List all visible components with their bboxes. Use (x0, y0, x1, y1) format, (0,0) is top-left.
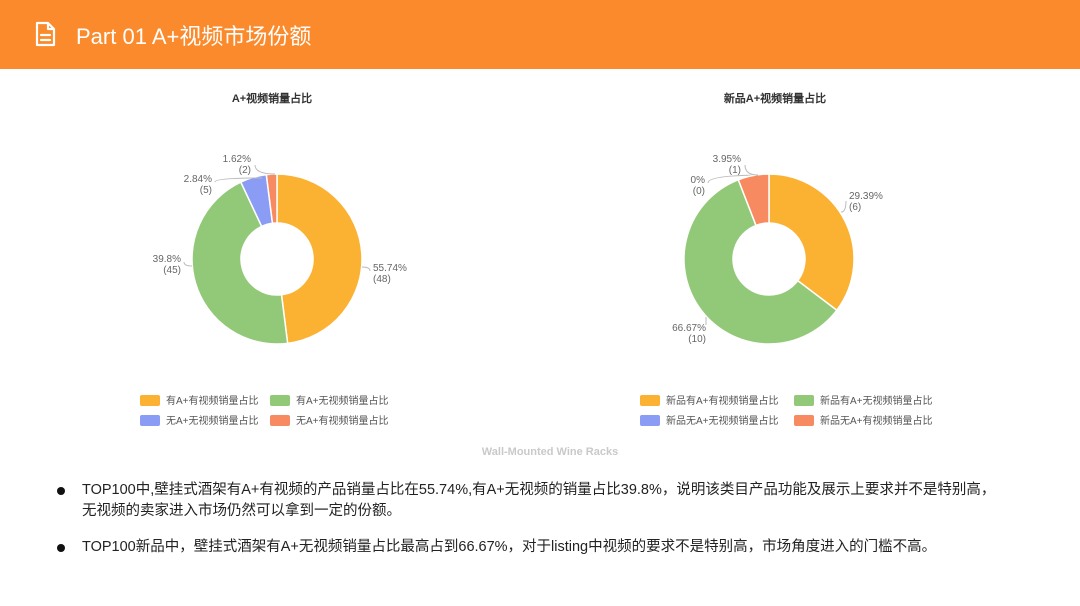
legend-swatch (140, 415, 160, 426)
bullet-list: TOP100中,壁挂式酒架有A+有视频的产品销量占比在55.74%,有A+无视频… (56, 480, 996, 573)
bullet-item: TOP100中,壁挂式酒架有A+有视频的产品销量占比在55.74%,有A+无视频… (56, 480, 996, 522)
percent-label: 0% (691, 175, 706, 186)
count-label: (2) (239, 165, 251, 176)
label-leader-line (254, 164, 276, 175)
bullet-dot (57, 544, 65, 552)
legend-swatch (794, 395, 814, 406)
percent-label: 2.84% (184, 174, 212, 185)
chart-title: A+视频销量占比 (232, 91, 312, 105)
legend-label: 新品有A+无视频销量占比 (820, 394, 933, 407)
percent-label: 29.39% (849, 191, 883, 202)
legend-label: 无A+无视频销量占比 (166, 414, 259, 427)
count-label: (6) (849, 202, 861, 213)
percent-label: 55.74% (373, 263, 407, 274)
legend-swatch (640, 415, 660, 426)
count-label: (1) (729, 165, 741, 176)
legend-swatch (640, 395, 660, 406)
count-label: (48) (373, 274, 391, 285)
donut-charts: A+视频销量占比 55.74%(48) 有A+有视频销量占比 39.8%(45) 有A+… (140, 91, 933, 427)
count-label: (0) (693, 186, 705, 197)
label-leader-line (361, 266, 371, 272)
document-icon (35, 21, 56, 47)
donut-slice (737, 173, 770, 227)
donut-slice (768, 173, 855, 312)
legend-label: 无A+有视频销量占比 (296, 414, 389, 427)
charts-area: A+视频销量占比 55.74% (48) 有A+有视频销量占比 39.8% (45) 有A+… (0, 69, 1080, 469)
percent-label: 3.95% (713, 154, 741, 165)
label-leader-line (214, 177, 263, 183)
bullet-text: TOP100新品中，壁挂式酒架有A+无视频销量占比最高占到66.67%，对于li… (82, 539, 937, 555)
header-bar: Part 01 A+视频市场份额 (0, 0, 1080, 69)
legend-swatch (270, 415, 290, 426)
bullet-text: TOP100中,壁挂式酒架有A+有视频的产品销量占比在55.74%,有A+无视频… (82, 482, 996, 519)
legend-label: 新品有A+有视频销量占比 (666, 394, 779, 407)
legend-swatch (794, 415, 814, 426)
legend-label: 新品无A+有视频销量占比 (820, 414, 933, 427)
legend-label: 新品无A+无视频销量占比 (666, 414, 779, 427)
legend-swatch (270, 395, 290, 406)
donut-slice (191, 181, 289, 345)
count-label: (10) (688, 334, 706, 345)
count-label: (45) (163, 265, 181, 276)
legend-label: 有A+有视频销量占比 (166, 394, 259, 407)
watermark: Wall-Mounted Wine Racks (481, 446, 619, 458)
bullet-dot (57, 487, 65, 495)
label-leader-line (840, 200, 847, 213)
label-leader-line (183, 261, 193, 267)
label-leader-line (744, 164, 759, 176)
legend-label: 有A+无视频销量占比 (296, 394, 389, 407)
donut-slice (276, 173, 363, 345)
count-label: (5) (200, 185, 212, 196)
percent-label: 66.67% (672, 323, 706, 334)
chart-title: 新品A+视频销量占比 (724, 91, 826, 105)
legend-swatch (140, 395, 160, 406)
page-title: Part 01 A+视频市场份额 (76, 24, 312, 49)
donut-slice (683, 178, 838, 345)
percent-label: 39.8% (153, 254, 181, 265)
bullet-item: TOP100新品中，壁挂式酒架有A+无视频销量占比最高占到66.67%，对于li… (56, 537, 996, 558)
percent-label: 1.62% (223, 154, 251, 165)
